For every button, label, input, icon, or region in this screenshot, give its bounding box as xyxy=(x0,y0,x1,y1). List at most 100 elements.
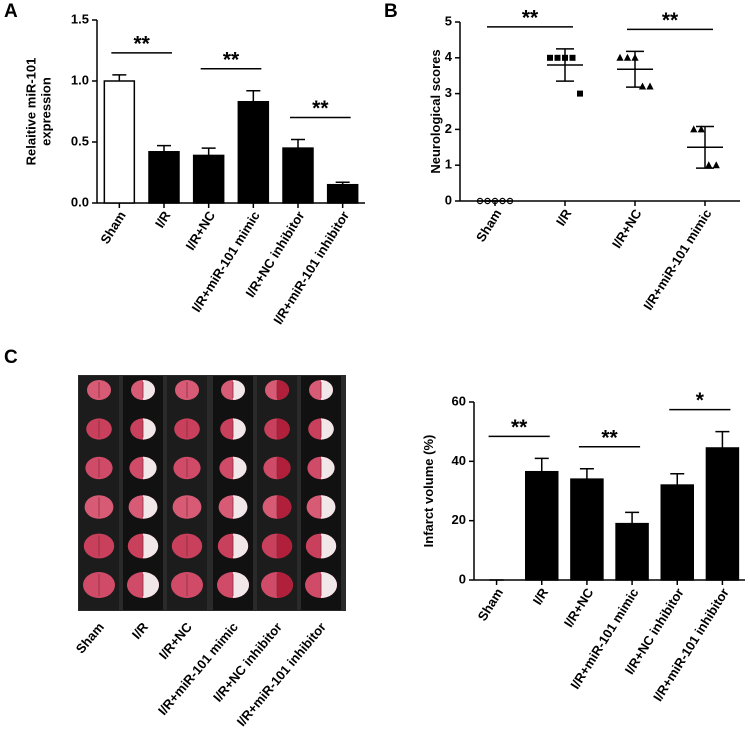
significance-label: ** xyxy=(522,6,539,29)
infarct-area xyxy=(233,456,247,480)
y-tick-label: 0.0 xyxy=(71,194,89,209)
error-bar xyxy=(715,430,730,448)
infarct-area xyxy=(321,495,336,519)
data-point xyxy=(697,125,705,133)
infarct-area xyxy=(233,533,249,559)
x-tick-label: I/R xyxy=(152,208,174,231)
infarct-area xyxy=(277,380,289,400)
infarct-area xyxy=(233,495,248,519)
infarct-area xyxy=(277,572,293,598)
sd-bar xyxy=(696,125,714,169)
infarct-area xyxy=(143,380,155,400)
y-tick-label: 3 xyxy=(445,85,452,100)
y-tick-label: 1.0 xyxy=(71,72,89,87)
y-tick-label: 0 xyxy=(445,192,452,207)
x-tick-label: Sham xyxy=(473,206,504,244)
photo-strip xyxy=(79,376,119,610)
x-tick-label: Sham xyxy=(475,585,506,623)
y-tick-label: 4 xyxy=(445,49,453,64)
error-bar xyxy=(335,181,350,185)
infarct-area xyxy=(143,533,159,559)
bar xyxy=(237,100,270,204)
image-label: I/R xyxy=(129,619,152,642)
x-tick-label: I/R xyxy=(530,585,552,608)
bar xyxy=(148,151,180,204)
error-bar xyxy=(246,90,261,102)
y-tick-label: 0 xyxy=(459,571,466,586)
infarct-area xyxy=(321,418,334,440)
significance-label: ** xyxy=(312,97,329,120)
infarct-area xyxy=(321,380,333,400)
y-tick-label: 60 xyxy=(452,393,466,408)
error-bar xyxy=(579,468,594,480)
x-tick-label: I/R xyxy=(553,206,575,229)
infarct-area xyxy=(277,495,292,519)
bar xyxy=(103,80,136,204)
significance-label: * xyxy=(696,389,705,412)
infarct-area xyxy=(277,418,290,440)
error-bar xyxy=(201,147,216,156)
sd-bar xyxy=(626,50,644,88)
data-point xyxy=(577,90,583,97)
error-bar xyxy=(625,511,640,524)
photo-strip xyxy=(123,376,163,610)
error-bar xyxy=(157,144,171,152)
infarct-area xyxy=(321,533,337,559)
photo-strip xyxy=(167,376,207,610)
error-bar xyxy=(670,473,685,486)
x-tick-label: I/R+NC xyxy=(561,585,597,630)
bar xyxy=(615,522,649,581)
y-tick-label: 1.5 xyxy=(71,11,89,26)
bar xyxy=(570,478,604,581)
data-point xyxy=(712,161,720,169)
infarct-area xyxy=(143,456,157,480)
y-tick-label: 20 xyxy=(452,512,466,527)
significance-label: ** xyxy=(601,426,618,449)
infarct-area xyxy=(143,572,159,598)
y-axis-label-line: expression xyxy=(39,77,54,146)
data-point xyxy=(705,161,713,169)
infarct-area xyxy=(321,572,337,598)
y-tick-label: 40 xyxy=(452,453,466,468)
infarct-area xyxy=(321,456,335,480)
y-axis-label: Relaitive miR-101expression xyxy=(24,58,54,166)
image-label: I/R+miR-101 mimic xyxy=(155,619,241,717)
x-tick-label: Sham xyxy=(97,208,128,246)
y-axis-label-line: Neurological scores xyxy=(428,49,443,173)
y-axis-label-line: Relaitive miR-101 xyxy=(24,58,39,166)
y-tick-label: 5 xyxy=(445,13,452,28)
image-label: Sham xyxy=(73,619,107,656)
significance-label: ** xyxy=(662,9,679,32)
bar xyxy=(326,183,359,204)
x-tick-label: I/R+miR-101 mimic xyxy=(640,206,714,312)
error-bar xyxy=(534,457,549,472)
y-axis-label-line: Infarct volume (%) xyxy=(421,435,436,548)
image-label: I/R+NC xyxy=(156,619,196,662)
bar xyxy=(705,447,740,581)
significance-label: ** xyxy=(133,32,150,55)
data-point xyxy=(690,125,698,133)
significance-label: ** xyxy=(511,416,528,439)
panel-letter: C xyxy=(4,347,18,368)
photo-strip xyxy=(213,376,253,610)
data-point xyxy=(547,54,553,61)
infarct-area xyxy=(277,456,291,480)
y-axis-label: Infarct volume (%) xyxy=(421,435,436,548)
panel-letter: A xyxy=(4,1,18,22)
y-tick-label: 1 xyxy=(445,157,452,172)
infarct-area xyxy=(143,495,158,519)
data-point xyxy=(638,82,647,90)
infarct-area xyxy=(277,533,293,559)
photo-strip xyxy=(257,376,297,610)
image-label: I/R+miR-101 inhibitor xyxy=(234,619,329,729)
bar xyxy=(192,154,225,204)
y-tick-label: 2 xyxy=(445,121,452,136)
data-point xyxy=(616,53,624,61)
panel-letter: B xyxy=(384,1,398,22)
bar xyxy=(282,147,314,204)
infarct-area xyxy=(233,418,246,440)
infarct-area xyxy=(233,380,245,400)
data-point xyxy=(646,82,654,90)
error-bar xyxy=(291,138,305,149)
